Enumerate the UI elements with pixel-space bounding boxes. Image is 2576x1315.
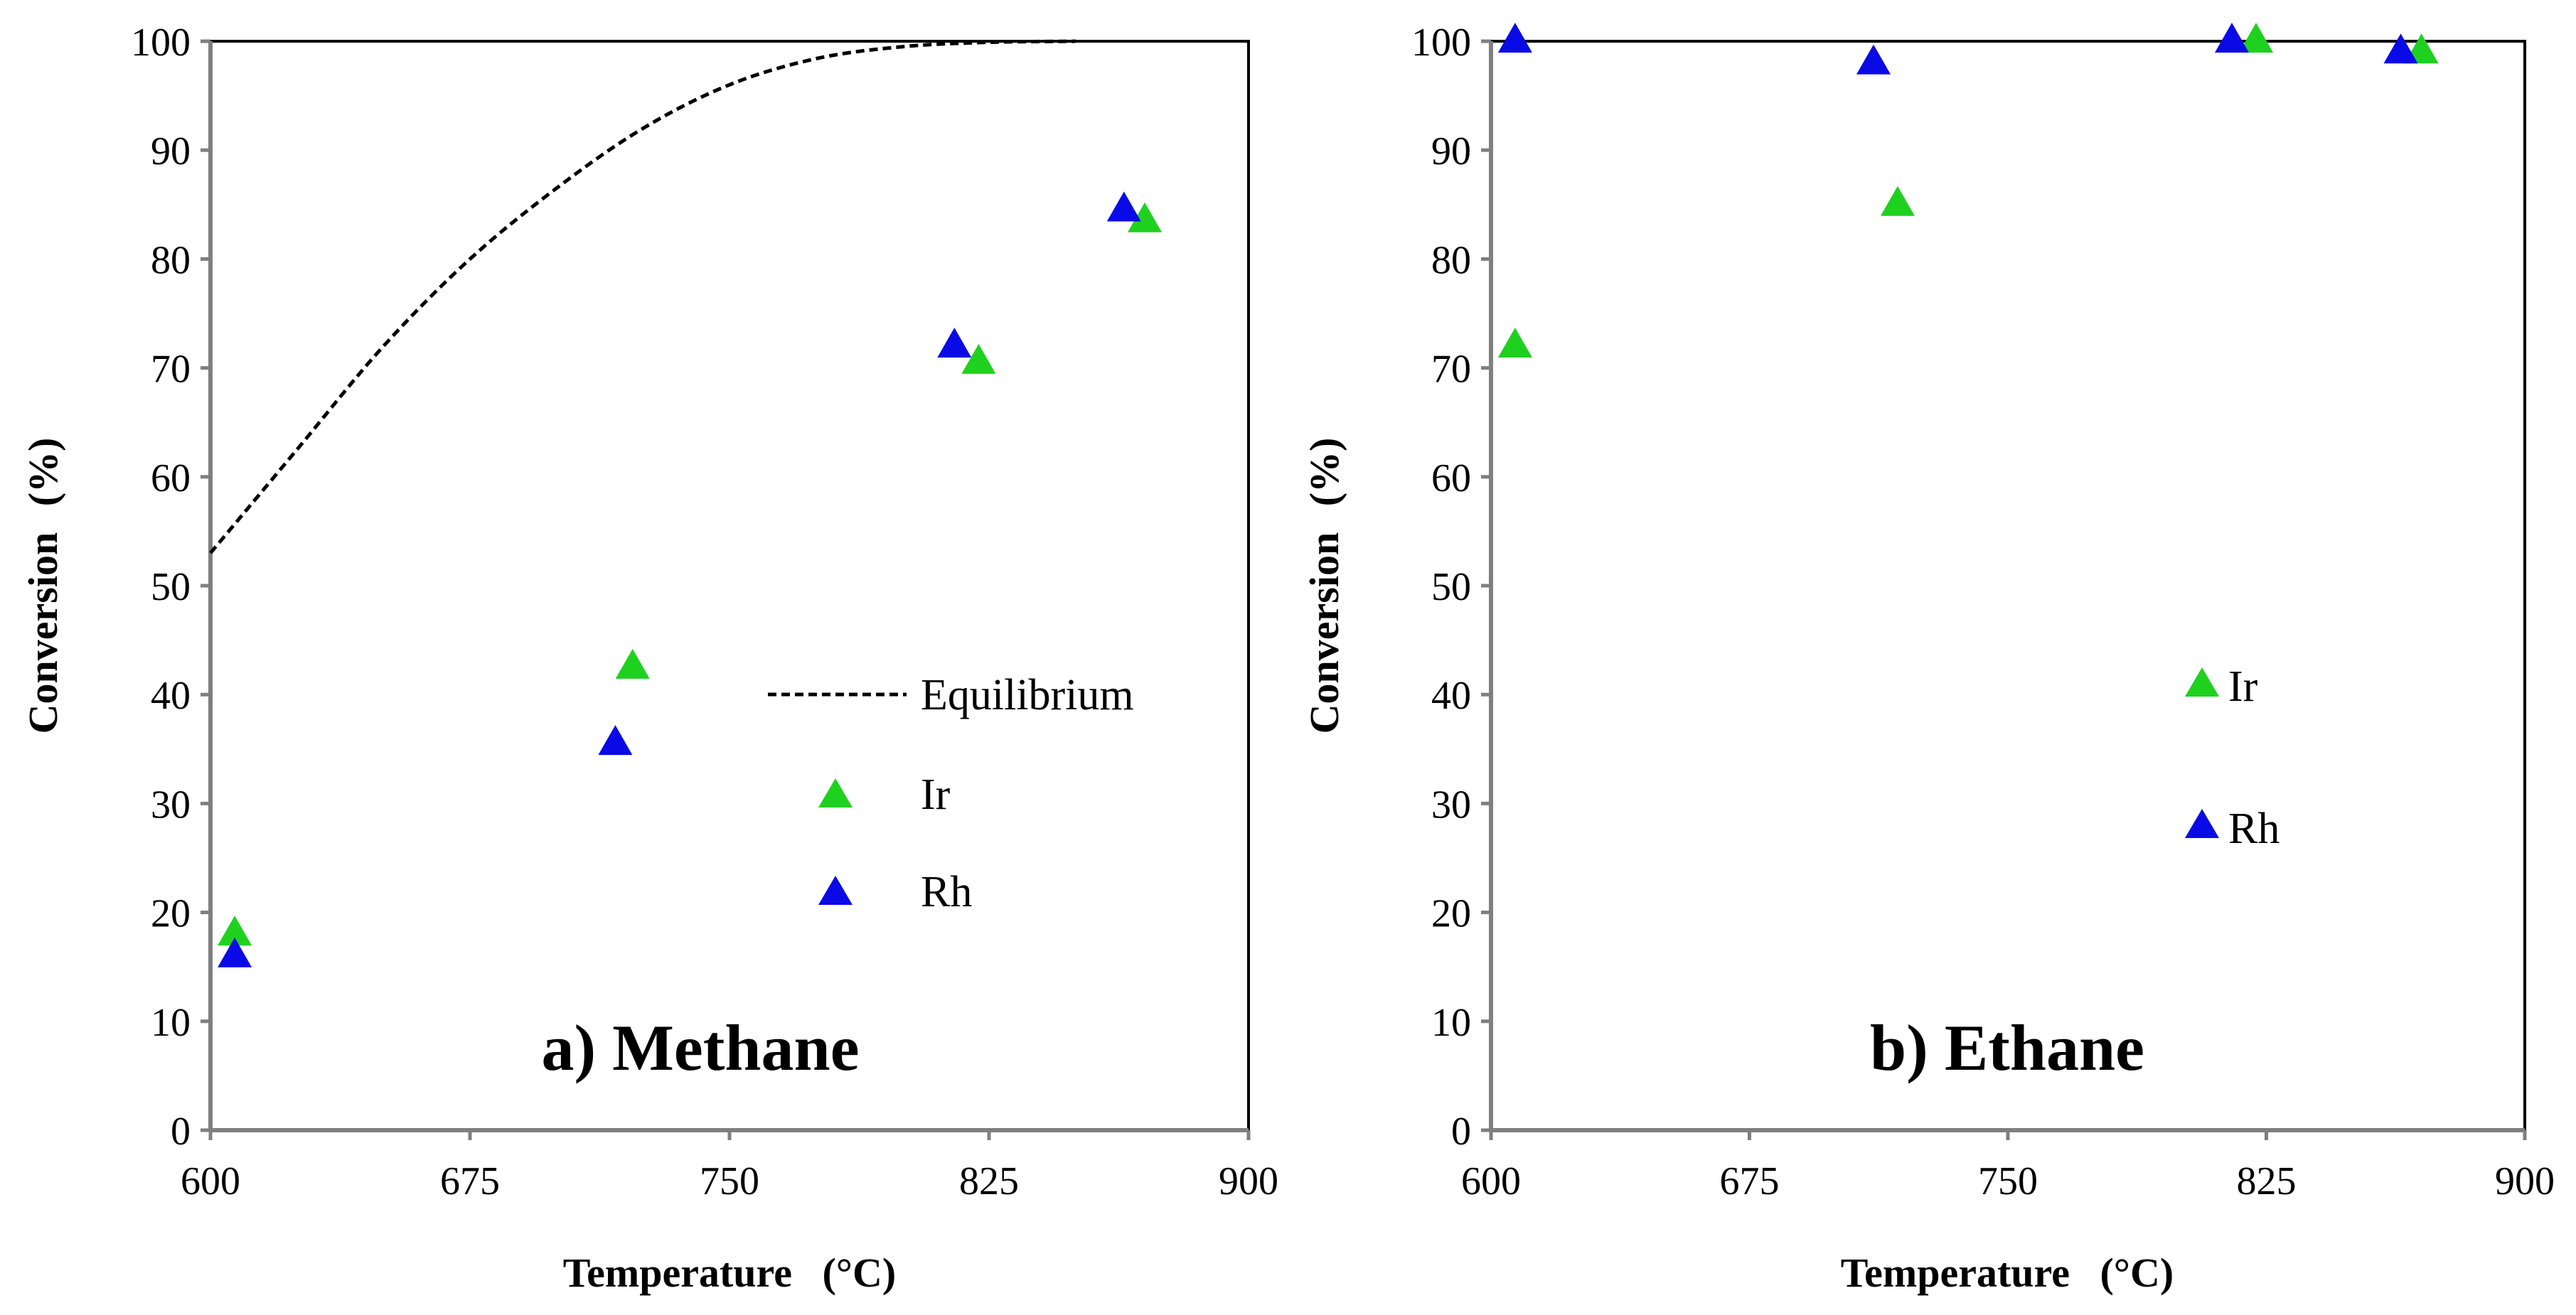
panel-a-legend-rh-marker <box>818 876 853 905</box>
panel-a-ir-point-0 <box>218 916 252 946</box>
panel-b-xtick-label-0: 600 <box>1461 1159 1521 1203</box>
panel-a-xtick-label-1: 675 <box>440 1159 500 1203</box>
panel-a-legend-equilibrium-label: Equilibrium <box>921 671 1134 719</box>
panel-a-plot-area <box>209 40 1250 1132</box>
panel-b-legend-rh: Rh <box>2185 805 2280 853</box>
panel-b-plot-area <box>1490 40 2526 1132</box>
svg-text:Conversion (%): Conversion (%) <box>20 438 66 734</box>
panel-b-xtick-label-3: 825 <box>2237 1159 2297 1203</box>
panel-a-ytick-label-5: 50 <box>151 565 191 609</box>
panel-a-xtick-label-2: 750 <box>700 1159 759 1203</box>
panel-b-rh-point-1 <box>1856 44 1891 75</box>
panel-a-x-ticks: 600 675 750 825 900 <box>181 1130 1278 1203</box>
panel-a-rh-point-1 <box>598 725 633 756</box>
panel-a-y-axis-label: Conversion (%) <box>20 438 66 734</box>
panel-b-legend-rh-label: Rh <box>2228 805 2280 853</box>
panel-a-ir-point-3 <box>1128 202 1162 232</box>
panel-a-ytick-label-8: 80 <box>151 238 191 282</box>
panel-a-legend: Equilibrium Ir Rh <box>768 671 1134 916</box>
panel-a-ir-point-2 <box>961 343 996 374</box>
panel-a-legend-equilibrium: Equilibrium <box>768 671 1134 719</box>
panel-b-series <box>1497 23 2439 358</box>
panel-b: 0 10 20 30 40 50 60 70 80 90 100 600 675 750 825 900 b… <box>1301 21 2555 1296</box>
panel-b-ytick-label-2: 20 <box>1431 892 1471 936</box>
panel-a-ytick-label-2: 20 <box>151 892 191 936</box>
panel-a-legend-ir: Ir <box>818 771 951 819</box>
panel-a: 0 10 20 30 40 50 60 70 80 90 100 600 675 750 825 900 a… <box>20 21 1278 1296</box>
panel-a-ytick-label-7: 70 <box>151 348 191 392</box>
panel-b-legend-ir: Ir <box>2185 662 2258 711</box>
panel-b-ytick-label-4: 40 <box>1431 674 1471 718</box>
panel-a-xtick-label-0: 600 <box>181 1159 240 1203</box>
panel-b-ytick-label-0: 0 <box>1451 1110 1471 1154</box>
panel-b-rh-point-3 <box>2383 33 2418 64</box>
panel-b-xunit: (°C) <box>2100 1250 2174 1296</box>
panel-a-xtick-label-3: 825 <box>959 1159 1019 1203</box>
panel-a-ytick-label-6: 60 <box>151 456 191 500</box>
panel-b-title: b) Ethane <box>1870 1011 2144 1084</box>
panel-b-xlabel: Temperature <box>1841 1250 2070 1296</box>
panel-b-axes <box>1489 41 2525 1132</box>
panel-b-ytick-label-3: 30 <box>1431 783 1471 827</box>
panel-b-ytick-label-10: 100 <box>1411 21 1471 65</box>
panel-b-yunit: (%) <box>1301 438 1347 507</box>
panel-b-ir-point-1 <box>1880 186 1915 216</box>
panel-b-xtick-label-1: 675 <box>1720 1159 1780 1203</box>
panel-a-equilibrium-line <box>209 39 1076 554</box>
panel-b-xtick-label-2: 750 <box>1978 1159 2038 1203</box>
panel-b-ytick-label-5: 50 <box>1431 565 1471 609</box>
panel-b-xtick-label-4: 900 <box>2495 1159 2555 1203</box>
panel-b-ytick-label-6: 60 <box>1431 456 1471 500</box>
panel-a-ylabel: Conversion <box>20 532 66 734</box>
panel-b-ytick-label-7: 70 <box>1431 348 1471 392</box>
panel-b-ir-point-0 <box>1497 328 1532 358</box>
panel-a-x-axis-label: Temperature (°C) <box>563 1250 896 1296</box>
panel-b-ytick-label-9: 90 <box>1431 129 1471 173</box>
panel-a-legend-rh-label: Rh <box>921 868 972 916</box>
panel-b-rh-point-0 <box>1497 23 1532 53</box>
panel-a-yunit: (%) <box>20 438 66 507</box>
panel-a-xtick-label-4: 900 <box>1219 1159 1278 1203</box>
panel-b-legend-rh-marker <box>2185 809 2219 838</box>
panel-b-legend-ir-label: Ir <box>2228 662 2258 711</box>
panel-a-rh-point-3 <box>1106 191 1141 222</box>
panel-b-legend: Ir Rh <box>2185 662 2280 853</box>
panel-a-legend-ir-marker <box>818 778 853 807</box>
panel-a-axes <box>208 41 1249 1132</box>
panel-a-series <box>209 39 1162 967</box>
panel-a-ytick-label-9: 90 <box>151 129 191 173</box>
panel-a-title: a) Methane <box>541 1011 859 1084</box>
panel-a-ytick-label-3: 30 <box>151 783 191 827</box>
panel-b-x-axis-label: Temperature (°C) <box>1841 1250 2174 1296</box>
panel-a-ytick-label-10: 100 <box>131 21 191 65</box>
panel-b-ir-point-2 <box>2239 23 2273 53</box>
svg-text:Conversion (%): Conversion (%) <box>1301 438 1347 734</box>
panel-a-ytick-label-1: 10 <box>151 1001 191 1045</box>
panel-a-y-ticks: 0 10 20 30 40 50 60 70 80 90 100 <box>131 21 210 1154</box>
panel-a-ytick-label-4: 40 <box>151 674 191 718</box>
panel-a-xlabel: Temperature <box>563 1250 792 1296</box>
panel-a-legend-rh: Rh <box>818 868 972 916</box>
panel-b-y-axis-label: Conversion (%) <box>1301 438 1347 734</box>
panel-b-ytick-label-1: 10 <box>1431 1001 1471 1045</box>
panel-b-rh-point-2 <box>2215 23 2249 53</box>
panel-b-x-ticks: 600 675 750 825 900 <box>1461 1130 2555 1203</box>
panel-b-ylabel: Conversion <box>1301 532 1347 734</box>
panel-b-legend-ir-marker <box>2185 667 2219 697</box>
panel-b-y-ticks: 0 10 20 30 40 50 60 70 80 90 100 <box>1411 21 1491 1154</box>
panel-b-ytick-label-8: 80 <box>1431 238 1471 282</box>
panel-a-rh-point-2 <box>937 328 972 358</box>
panel-a-ytick-label-0: 0 <box>171 1110 191 1154</box>
panel-a-rh-point-0 <box>218 937 252 967</box>
panel-a-ir-point-1 <box>615 648 650 679</box>
panel-a-xunit: (°C) <box>822 1250 896 1296</box>
panel-a-legend-ir-label: Ir <box>921 771 951 819</box>
